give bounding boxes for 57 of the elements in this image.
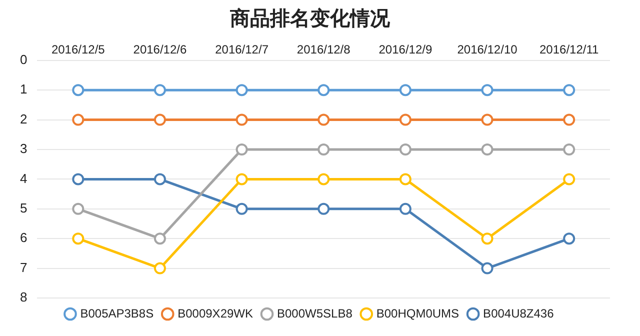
x-tick-label: 2016/12/7 [215, 42, 269, 57]
point [399, 114, 412, 126]
chart-title: 商品排名变化情况 [229, 6, 391, 30]
point [399, 84, 412, 96]
point [72, 84, 84, 96]
point [563, 144, 576, 156]
point [563, 84, 576, 96]
legend-label: B004U8Z436 [483, 306, 554, 320]
point [154, 173, 166, 186]
point [72, 173, 84, 186]
y-tick-label: 3 [20, 141, 28, 156]
y-tick-label: 2 [20, 111, 28, 126]
point [563, 114, 576, 126]
point [563, 232, 576, 245]
point [481, 84, 494, 96]
point [236, 202, 248, 215]
point [236, 114, 248, 126]
point [154, 232, 166, 245]
point [236, 173, 248, 186]
point [236, 144, 248, 156]
point [318, 144, 330, 156]
x-tick-label: 2016/12/6 [133, 42, 187, 57]
legend-label: B00HQM0UMS [376, 306, 460, 320]
legend-label: B0009X29WK [178, 306, 253, 320]
point [318, 84, 330, 96]
point [318, 173, 330, 186]
y-tick-label: 6 [20, 230, 28, 246]
point [399, 144, 412, 156]
y-tick-label: 8 [20, 290, 28, 305]
point [318, 202, 330, 215]
point [154, 84, 166, 96]
point [399, 173, 412, 186]
x-tick-label: 2016/12/5 [51, 42, 106, 57]
point [236, 84, 248, 96]
point [318, 114, 330, 126]
point [481, 144, 494, 156]
y-tick-label: 7 [20, 260, 28, 275]
point [481, 232, 494, 245]
legend-label: B005AP3B8S [80, 306, 154, 320]
y-tick-label: 0 [20, 52, 28, 67]
x-tick-label: 2016/12/10 [457, 42, 518, 57]
y-tick-label: 5 [20, 200, 28, 216]
point [154, 114, 166, 126]
point [563, 173, 576, 186]
legend-label: B000W5SLB8 [276, 306, 353, 320]
x-tick-label: 2016/12/9 [378, 42, 432, 57]
point [481, 262, 494, 274]
y-tick-label: 1 [20, 82, 28, 97]
y-tick-label: 4 [20, 170, 28, 186]
point [399, 202, 412, 215]
point [72, 202, 84, 215]
x-tick-label: 2016/12/11 [540, 42, 599, 57]
point [72, 232, 84, 245]
point [154, 262, 166, 274]
x-tick-label: 2016/12/8 [296, 42, 351, 57]
point [481, 114, 494, 126]
point [72, 114, 84, 126]
